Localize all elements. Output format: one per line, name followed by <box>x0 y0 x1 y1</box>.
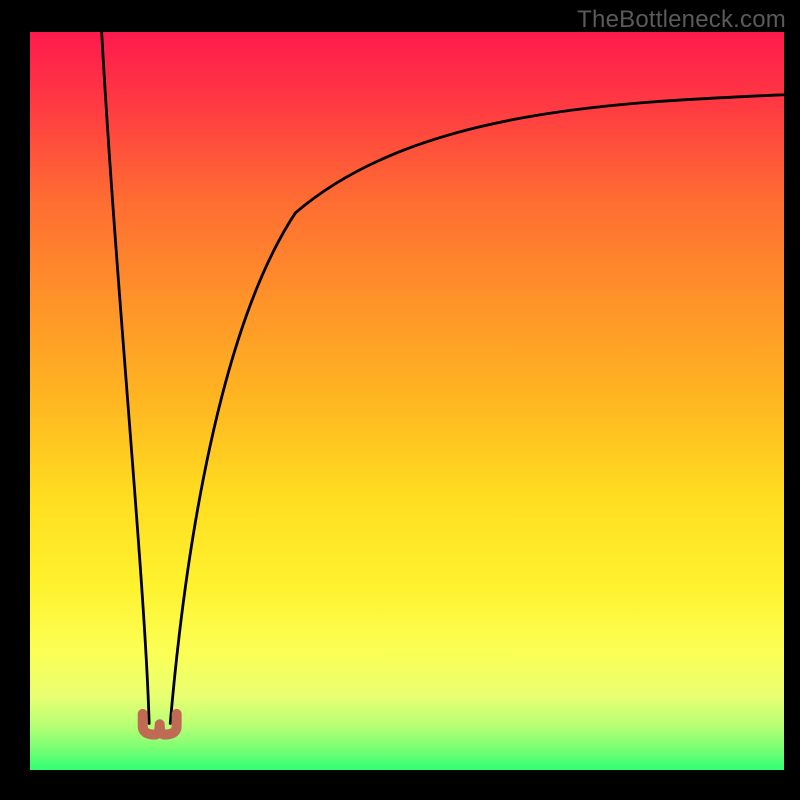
plot-svg <box>30 32 784 770</box>
chart-container: TheBottleneck.com <box>0 0 800 800</box>
gradient-background <box>30 32 784 770</box>
plot-area <box>30 32 784 770</box>
watermark-text: TheBottleneck.com <box>577 6 786 34</box>
